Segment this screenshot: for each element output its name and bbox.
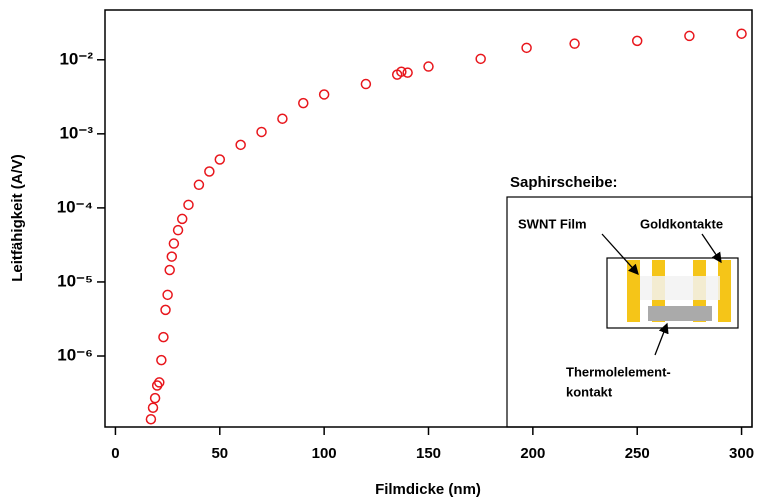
- x-tick-label: 150: [416, 445, 441, 462]
- data-point: [204, 166, 215, 177]
- y-tick-label: 10⁻⁶: [57, 345, 93, 364]
- y-tick-label: 10⁻³: [59, 123, 93, 142]
- data-point: [360, 78, 372, 90]
- data-point: [160, 304, 171, 316]
- x-tick-label: 50: [211, 445, 228, 462]
- data-point: [168, 238, 180, 249]
- data-point: [149, 392, 161, 404]
- data-point: [156, 354, 167, 366]
- y-tick-label: 10⁻²: [59, 49, 93, 68]
- data-point: [193, 179, 205, 191]
- y-tick-label: 10⁻⁴: [57, 197, 93, 216]
- data-point: [166, 251, 178, 262]
- data-point: [154, 377, 165, 388]
- data-point: [631, 35, 643, 47]
- data-point: [402, 67, 413, 78]
- data-point: [147, 402, 159, 414]
- data-point: [396, 66, 407, 77]
- data-point: [145, 413, 157, 425]
- data-point: [298, 97, 309, 109]
- data-point: [318, 89, 330, 100]
- arrow: [601, 233, 639, 275]
- annotation: Goldkontakte: [640, 216, 723, 231]
- data-point: [423, 61, 434, 72]
- data-point: [475, 53, 486, 65]
- data-point: [569, 38, 580, 49]
- annotation: SWNT Film: [518, 216, 587, 231]
- data-point: [151, 380, 163, 391]
- data-point: [214, 154, 226, 165]
- x-tick-label: 250: [625, 445, 650, 462]
- x-tick-label: 300: [729, 445, 754, 462]
- data-point: [235, 139, 246, 151]
- x-tick-label: 200: [520, 445, 545, 462]
- data-point: [158, 331, 169, 343]
- data-point: [684, 30, 695, 42]
- annotation: Saphirscheibe:: [510, 174, 618, 191]
- gold-contact: [718, 260, 731, 322]
- x-tick-label: 100: [312, 445, 337, 462]
- data-point: [256, 126, 267, 138]
- data-point: [176, 213, 188, 225]
- swnt-film: [640, 276, 720, 300]
- inset: Saphirscheibe: SWNT Film Goldkontakte Th…: [506, 174, 753, 428]
- data-point: [277, 113, 288, 124]
- arrow: [701, 233, 722, 264]
- annotation: kontakt: [566, 384, 613, 399]
- data-point: [172, 224, 184, 236]
- data-point: [164, 264, 175, 276]
- y-axis-label: Leitfähigkeit (A/V): [9, 154, 26, 282]
- data-point: [521, 42, 532, 54]
- gold-contact: [627, 260, 640, 322]
- y-tick-label: 10⁻⁵: [57, 271, 93, 290]
- data-point: [183, 199, 194, 211]
- x-axis-label: Filmdicke (nm): [375, 481, 481, 498]
- x-tick-label: 0: [111, 445, 119, 462]
- annotation: Thermolelement-: [566, 364, 671, 379]
- thermocouple-contact: [648, 306, 712, 321]
- arrow: [654, 322, 669, 356]
- data-point: [162, 289, 173, 301]
- data-point: [736, 28, 747, 39]
